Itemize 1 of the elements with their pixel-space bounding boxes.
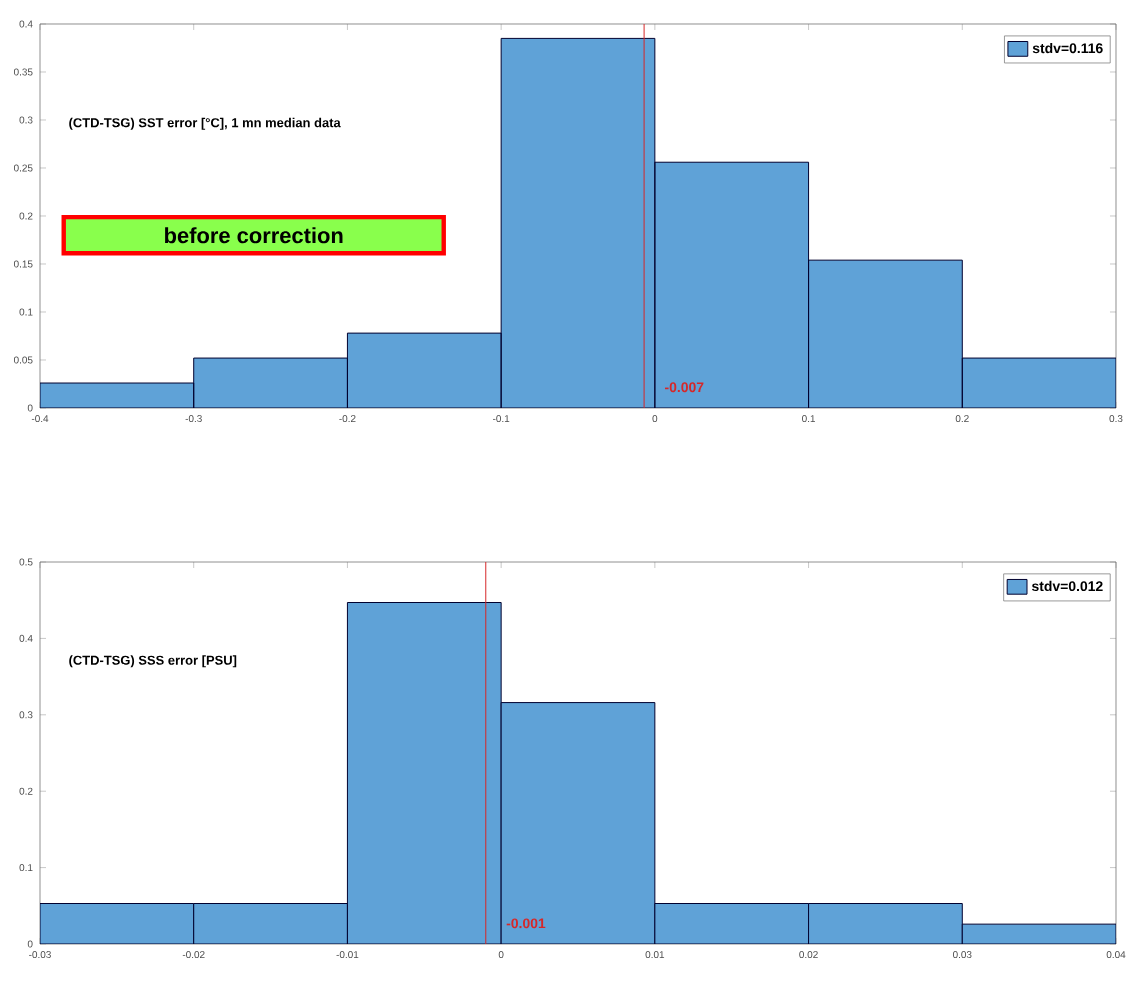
annotation: before correction — [165, 227, 343, 244]
